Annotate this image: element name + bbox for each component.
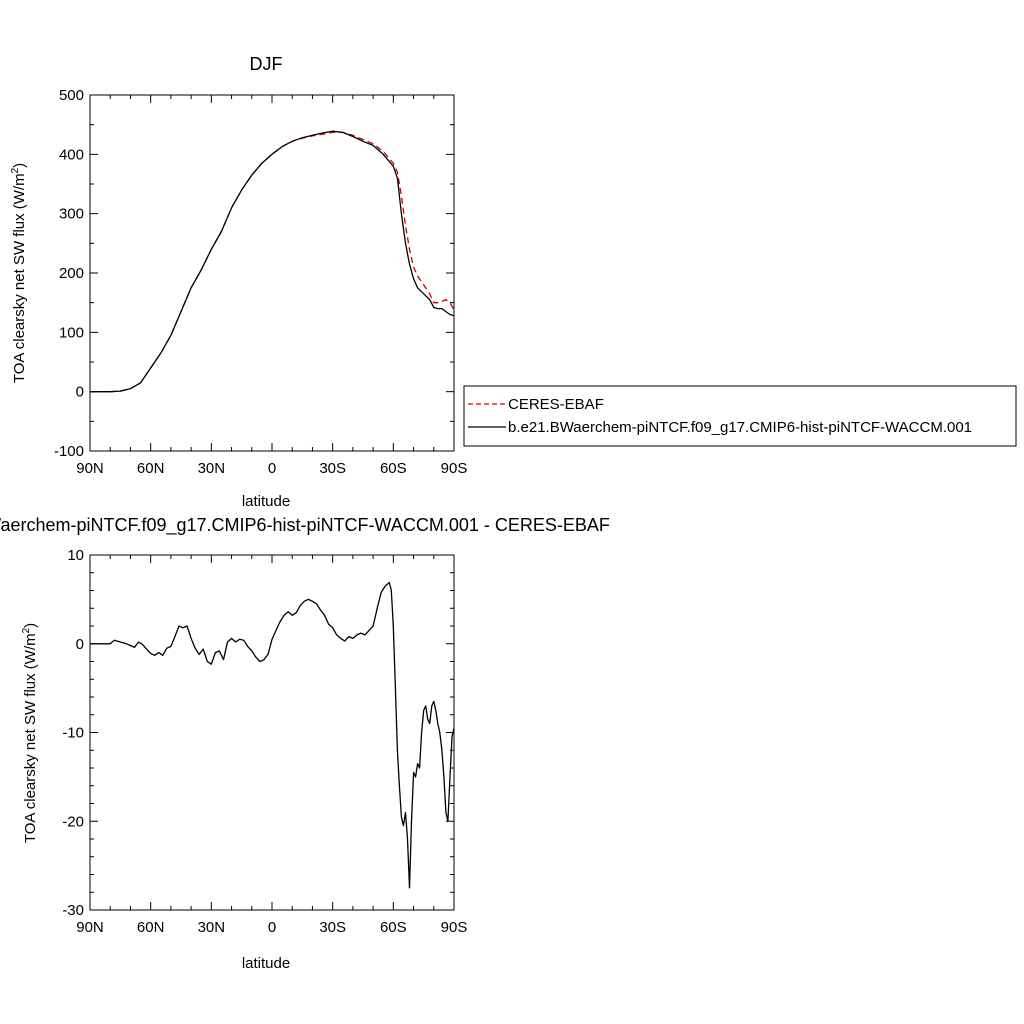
y-tick-label: -100 — [54, 443, 84, 460]
x-tick-label: 60S — [380, 460, 407, 477]
top-line-chart: DJF 90N 60N 30N 0 30S 60S 90S -100 0 100 200 300 400… — [10, 54, 467, 510]
series-line-0 — [90, 581, 455, 889]
x-tick-label: 30N — [198, 460, 226, 477]
y-tick-label: 10 — [67, 547, 84, 564]
legend-entry-ceres: CERES-EBAF — [508, 396, 604, 413]
x-tick-label: 90S — [441, 460, 468, 477]
x-axis-label: latitude — [242, 493, 290, 510]
x-tick-label: 60N — [137, 919, 165, 936]
y-tick-label: 500 — [59, 87, 84, 104]
legend-box — [463, 385, 1017, 447]
x-tick-label: 90N — [76, 460, 104, 477]
y-tick-label: 200 — [59, 265, 84, 282]
y-tick-label: 300 — [59, 206, 84, 223]
y-tick-label: 400 — [59, 146, 84, 163]
chart-title: b.e21.BWaerchem-piNTCF.f09_g17.CMIP6-his… — [0, 515, 610, 536]
legend-entry-model: b.e21.BWaerchem-piNTCF.f09_g17.CMIP6-his… — [508, 419, 972, 436]
y-axis-label-sup: 2 — [10, 167, 21, 173]
y-tick-label: -10 — [62, 725, 84, 742]
series-line-1 — [90, 130, 455, 393]
y-tick-label: 0 — [76, 636, 84, 653]
x-tick-label: 30S — [319, 919, 346, 936]
y-tick-label: 100 — [59, 324, 84, 341]
y-axis-label-main: TOA clearsky net SW flux (W/m — [22, 633, 39, 843]
x-tick-label: 60N — [137, 460, 165, 477]
y-axis-label-main: TOA clearsky net SW flux (W/m — [11, 173, 28, 383]
y-axis-label-end: ) — [11, 163, 28, 168]
y-tick-label: 0 — [76, 384, 84, 401]
y-tick-label: -20 — [62, 813, 84, 830]
x-tick-label: 30S — [319, 460, 346, 477]
x-tick-label: 90S — [441, 919, 468, 936]
x-tick-label: 90N — [76, 919, 104, 936]
x-tick-label: 30N — [198, 919, 226, 936]
x-axis-label: latitude — [242, 955, 290, 972]
x-tick-label: 0 — [268, 919, 276, 936]
x-tick-label: 60S — [380, 919, 407, 936]
legend: CERES-EBAF b.e21.BWaerchem-piNTCF.f09_g1… — [463, 385, 1017, 447]
y-axis-label: TOA clearsky net SW flux (W/m2) — [10, 163, 28, 383]
y-axis-label-sup: 2 — [21, 627, 32, 633]
chart-title: DJF — [250, 54, 283, 74]
bottom-difference-chart: b.e21.BWaerchem-piNTCF.f09_g17.CMIP6-his… — [0, 515, 610, 972]
y-axis-label-end: ) — [22, 623, 39, 628]
x-tick-label: 0 — [268, 460, 276, 477]
y-tick-label: -30 — [62, 902, 84, 919]
y-axis-label: TOA clearsky net SW flux (W/m2) — [21, 623, 39, 843]
